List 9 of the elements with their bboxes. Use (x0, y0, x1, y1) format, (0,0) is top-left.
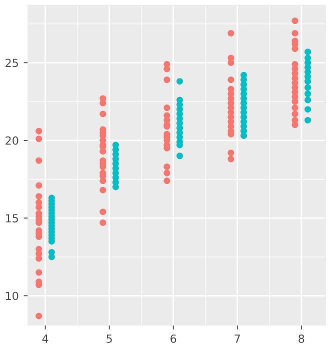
x-tick-label: 5 (106, 334, 112, 343)
x-tick-label: 8 (298, 334, 304, 343)
x-tick-label: 4 (42, 334, 48, 343)
y-tick-label: 25 (6, 58, 18, 68)
y-tick-label: 20 (6, 136, 18, 145)
x-tick-label: 7 (234, 334, 240, 343)
y-tick-label: 15 (6, 214, 18, 222)
x-tick-label: 6 (170, 334, 176, 343)
y-tick-label: 10 (6, 292, 18, 300)
